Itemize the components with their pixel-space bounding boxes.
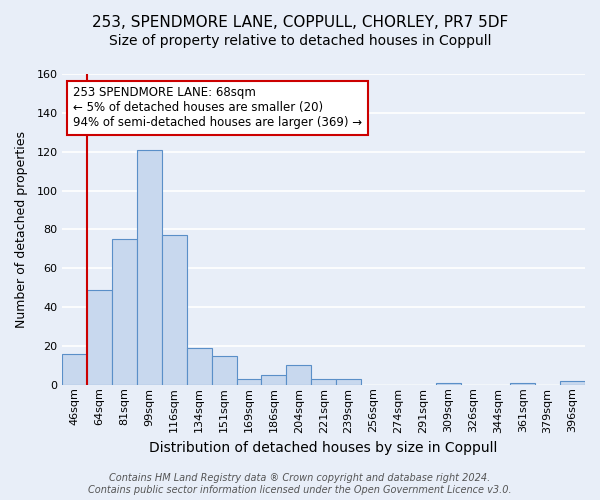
Bar — [187, 348, 212, 385]
Bar — [137, 150, 162, 385]
Bar — [212, 356, 236, 385]
Text: 253 SPENDMORE LANE: 68sqm
← 5% of detached houses are smaller (20)
94% of semi-d: 253 SPENDMORE LANE: 68sqm ← 5% of detach… — [73, 86, 362, 130]
Y-axis label: Number of detached properties: Number of detached properties — [15, 131, 28, 328]
Bar — [112, 239, 137, 385]
Bar — [162, 235, 187, 385]
Bar — [286, 366, 311, 385]
Bar — [311, 379, 336, 385]
X-axis label: Distribution of detached houses by size in Coppull: Distribution of detached houses by size … — [149, 441, 498, 455]
Bar — [262, 375, 286, 385]
Text: Contains HM Land Registry data ® Crown copyright and database right 2024.
Contai: Contains HM Land Registry data ® Crown c… — [88, 474, 512, 495]
Bar — [62, 354, 87, 385]
Bar — [236, 379, 262, 385]
Bar — [436, 383, 461, 385]
Bar — [87, 290, 112, 385]
Bar — [560, 381, 585, 385]
Bar — [511, 383, 535, 385]
Bar — [336, 379, 361, 385]
Text: Size of property relative to detached houses in Coppull: Size of property relative to detached ho… — [109, 34, 491, 48]
Text: 253, SPENDMORE LANE, COPPULL, CHORLEY, PR7 5DF: 253, SPENDMORE LANE, COPPULL, CHORLEY, P… — [92, 15, 508, 30]
